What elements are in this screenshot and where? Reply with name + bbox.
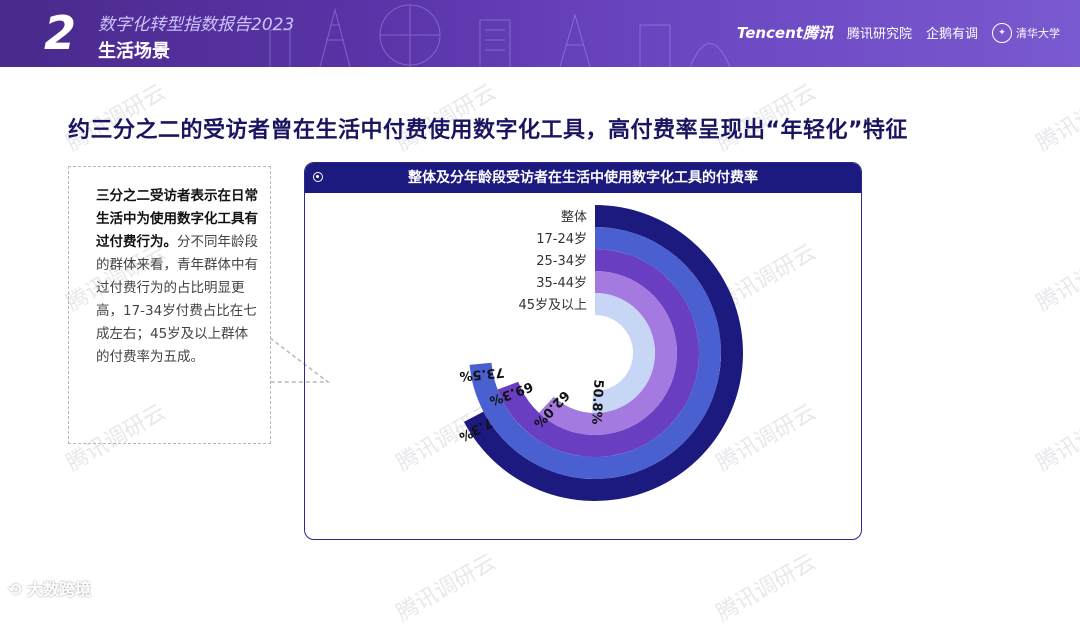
tsinghua-name: 清华大学 xyxy=(1016,26,1060,40)
watermark: 腾讯调研云 xyxy=(712,549,821,627)
partner-logos: Tencent腾讯 腾讯研究院 企鹅有调 ✦ 清华大学 xyxy=(737,22,1060,43)
category-label: 35-44岁 xyxy=(536,276,587,291)
value-label: 50.8% xyxy=(588,379,605,425)
radial-bar xyxy=(538,271,677,435)
page-headline: 约三分之二的受访者曾在生活中付费使用数字化工具，高付费率呈现出“年轻化”特征 xyxy=(68,118,908,143)
target-icon xyxy=(313,172,323,182)
section-title: 生活场景 xyxy=(98,41,170,62)
chart-title: 整体及分年龄段受访者在生活中使用数字化工具的付费率 xyxy=(305,163,861,193)
category-label: 17-24岁 xyxy=(536,232,587,247)
watermark: 腾讯调研云 xyxy=(1032,399,1080,477)
callout-pointer xyxy=(270,338,330,383)
callout-text: 三分之二受访者表示在日常生活中为使用数字化工具有过付费行为。分不同年龄段的群体来… xyxy=(96,185,258,369)
category-label: 25-34岁 xyxy=(536,254,587,269)
value-label: 73.5% xyxy=(459,364,505,383)
footer-logo: ⟲ 大数跨境 xyxy=(8,576,91,600)
callout-bold-text: 三分之二受访者表示在日常生活中为使用数字化工具有过付费行为。 xyxy=(96,188,258,250)
callout-box xyxy=(68,166,271,444)
tencent-logo: Tencent腾讯 xyxy=(736,24,833,42)
radial-bar-chart: 整体67.3%17-24岁73.5%25-34岁69.3%35-44岁62.0%… xyxy=(456,205,743,501)
watermark: 腾讯调研云 xyxy=(1032,79,1080,157)
penguin-think-logo: 企鹅有调 xyxy=(925,27,978,42)
radial-bar xyxy=(591,293,655,413)
tencent-research-logo: 腾讯研究院 xyxy=(846,27,912,42)
header-banner: 2 数字化转型指数报告2023 生活场景 Tencent腾讯 腾讯研究院 企鹅有… xyxy=(0,0,1080,67)
watermark: 腾讯调研云 xyxy=(1032,239,1080,317)
report-title: 数字化转型指数报告2023 xyxy=(98,15,295,35)
watermark: 腾讯调研云 xyxy=(392,549,501,627)
callout-body-text: 分不同年龄段的群体来看，青年群体中有过付费行为的占比明显更高，17-34岁付费占… xyxy=(96,234,258,365)
skyline-decoration xyxy=(269,4,731,67)
category-label: 整体 xyxy=(561,210,587,225)
section-number: 2 xyxy=(44,6,77,60)
chart-panel: 整体及分年龄段受访者在生活中使用数字化工具的付费率 整体 67.3% 17-24岁 7… xyxy=(304,162,862,540)
category-label: 45岁及以上 xyxy=(518,298,587,313)
footer-logo-text: 大数跨境 xyxy=(26,580,91,599)
footer-logo-icon: ⟲ xyxy=(8,580,22,599)
tsinghua-logo: ✦ 清华大学 xyxy=(992,22,1060,43)
tsinghua-seal-icon: ✦ xyxy=(992,22,1012,43)
